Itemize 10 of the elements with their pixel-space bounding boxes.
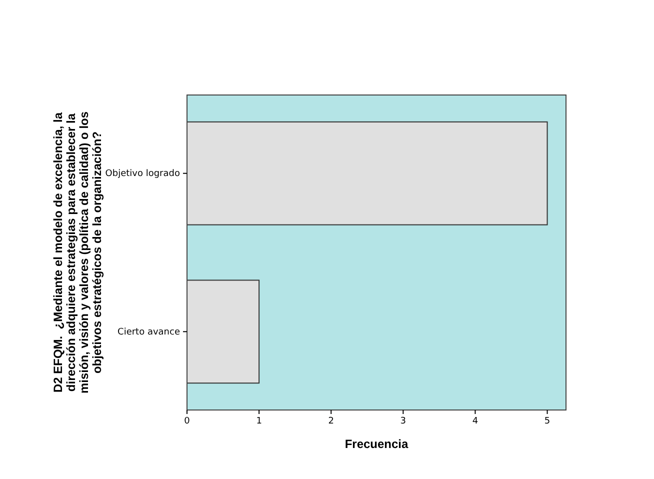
x-axis-title: Frecuencia [344, 437, 408, 451]
x-tick-label: 2 [328, 416, 334, 426]
x-tick-label: 1 [256, 416, 262, 426]
y-tick-label: Cierto avance [118, 328, 180, 338]
x-tick-label: 4 [472, 416, 478, 426]
x-tick-label: 0 [184, 416, 190, 426]
y-axis-title: D2 EFQM. ¿Mediante el modelo de excelencia, la dirección adquiere estrategias para establecer la misión, visión y valores (política de calidad) o los objetivos estratégicos de la organización? [51, 111, 104, 394]
x-tick-label: 5 [544, 416, 550, 426]
x-tick-label: 3 [400, 416, 406, 426]
y-tick-label: Objetivo logrado [105, 169, 180, 180]
